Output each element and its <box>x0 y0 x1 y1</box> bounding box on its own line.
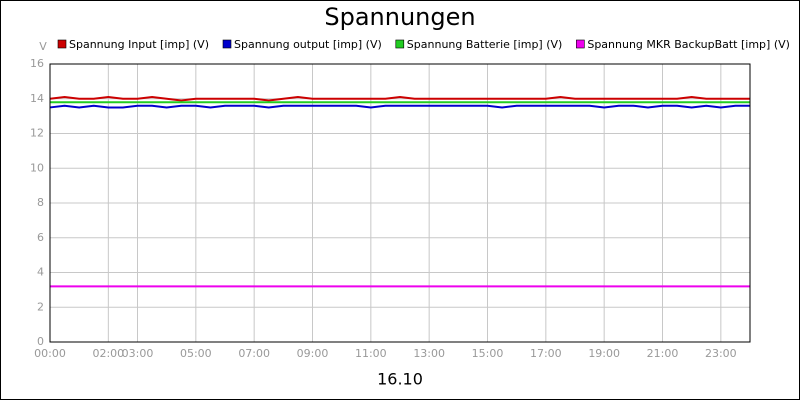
y-tick-label: 2 <box>37 300 44 313</box>
y-tick-label: 8 <box>37 196 44 209</box>
x-tick-label: 19:00 <box>588 347 620 360</box>
legend-swatch <box>395 39 405 49</box>
x-tick-label: 09:00 <box>297 347 329 360</box>
y-tick-label: 6 <box>37 231 44 244</box>
chart-title: Spannungen <box>324 3 475 31</box>
x-tick-label: 11:00 <box>355 347 387 360</box>
y-tick-label: 4 <box>37 266 44 279</box>
legend-swatch <box>222 39 232 49</box>
x-tick-label: 07:00 <box>238 347 270 360</box>
x-tick-label: 21:00 <box>647 347 679 360</box>
y-tick-label: 10 <box>30 161 44 174</box>
x-tick-label: 03:00 <box>122 347 154 360</box>
y-tick-label: 0 <box>37 335 44 348</box>
x-tick-label: 17:00 <box>530 347 562 360</box>
plot-border <box>49 63 751 343</box>
series-line <box>49 104 750 109</box>
y-tick-label: 16 <box>30 57 44 70</box>
legend-swatch <box>576 39 585 49</box>
x-tick-label: 05:00 <box>180 347 212 360</box>
legend-label: Spannung Input [imp] (V) <box>69 38 209 51</box>
y-axis-label: V <box>39 40 47 53</box>
y-tick-label: 14 <box>30 92 44 105</box>
legend-swatch <box>57 39 67 49</box>
x-tick-label: 13:00 <box>413 347 445 360</box>
legend-label: Spannung output [imp] (V) <box>234 38 382 51</box>
x-tick-label: 02:00 <box>92 347 124 360</box>
x-tick-label: 23:00 <box>705 347 737 360</box>
x-tick-label: 15:00 <box>472 347 504 360</box>
series-line <box>49 96 750 102</box>
x-axis-label: 16.10 <box>377 370 423 389</box>
legend-label: Spannung Batterie [imp] (V) <box>407 38 563 51</box>
x-tick-label: 00:00 <box>34 347 66 360</box>
y-tick-label: 12 <box>30 127 44 140</box>
legend-label: Spannung MKR BackupBatt [imp] (V) <box>587 38 790 51</box>
